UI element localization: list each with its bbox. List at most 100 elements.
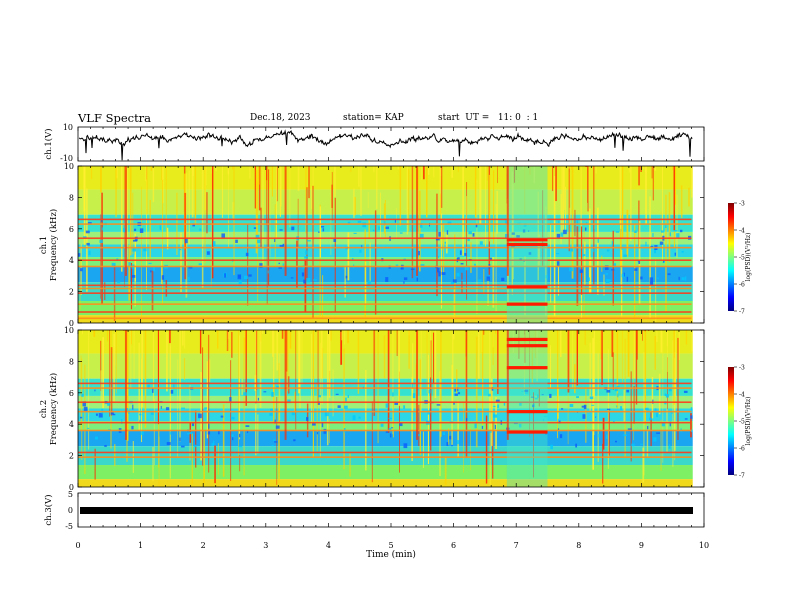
noise-streak: [465, 217, 467, 237]
persistent-line: [78, 421, 692, 424]
noise-speckle: [85, 230, 90, 234]
noise-streak: [597, 207, 599, 295]
noise-speckle: [211, 443, 214, 446]
noise-streak: [373, 166, 375, 173]
noise-streak: [272, 330, 274, 357]
noise-streak: [453, 330, 455, 340]
colorbar-tick-label: -5: [739, 255, 745, 262]
persistent-line: [78, 456, 692, 458]
noise-streak: [208, 334, 210, 473]
noise-streak: [660, 419, 662, 471]
noise-streak: [392, 330, 394, 435]
noise-streak: [691, 330, 693, 352]
noise-streak: [430, 330, 431, 378]
noise-streak: [266, 220, 268, 305]
noise-streak: [367, 192, 369, 209]
noise-speckle: [150, 270, 152, 273]
noise-speckle: [649, 281, 654, 286]
noise-streak: [611, 330, 614, 357]
noise-speckle: [253, 227, 257, 229]
noise-streak: [655, 259, 657, 323]
noise-streak: [608, 410, 610, 456]
noise-speckle: [521, 390, 524, 392]
noise-speckle: [273, 439, 276, 441]
persistent-line: [78, 246, 692, 249]
noise-streak: [141, 358, 143, 443]
header-start: start UT = 11: 0 : 1: [438, 113, 539, 123]
noise-speckle: [279, 229, 283, 231]
noise-streak: [201, 166, 204, 288]
noise-speckle: [556, 261, 560, 267]
noise-speckle: [523, 223, 527, 227]
noise-speckle: [559, 434, 563, 439]
noise-speckle: [204, 407, 208, 409]
noise-speckle: [170, 390, 174, 394]
noise-speckle: [589, 396, 594, 400]
noise-streak: [141, 330, 143, 408]
noise-streak: [297, 198, 299, 248]
noise-streak: [152, 330, 155, 402]
spectrogram-band: [78, 189, 704, 215]
noise-speckle: [620, 406, 622, 411]
noise-speckle: [534, 397, 538, 400]
noise-speckle: [94, 436, 99, 440]
noise-speckle: [232, 437, 234, 441]
noise-streak: [436, 193, 438, 297]
noise-speckle: [312, 423, 316, 426]
noise-speckle: [192, 223, 196, 227]
noise-speckle: [451, 444, 453, 447]
noise-speckle: [598, 434, 600, 438]
noise-streak: [340, 330, 343, 365]
noise-streak: [587, 166, 589, 212]
noise-streak: [523, 334, 525, 395]
ch1-ytick-top: 10: [63, 123, 73, 132]
noise-streak: [123, 330, 125, 331]
noise-speckle: [271, 444, 274, 447]
noise-streak: [612, 230, 615, 306]
noise-streak: [569, 207, 571, 224]
persistent-line: [78, 218, 692, 221]
noise-streak: [353, 188, 355, 218]
noise-speckle: [519, 258, 522, 261]
noise-speckle: [428, 389, 431, 394]
noise-streak: [222, 404, 225, 477]
noise-speckle: [126, 408, 128, 413]
noise-streak: [497, 330, 499, 394]
noise-speckle: [179, 437, 181, 442]
noise-streak: [364, 229, 366, 319]
noise-speckle: [293, 439, 296, 442]
noise-streak: [357, 330, 360, 394]
noise-streak: [287, 376, 290, 394]
noise-streak: [474, 166, 477, 218]
noise-streak: [392, 402, 394, 438]
noise-streak: [279, 353, 281, 421]
noise-speckle: [403, 258, 406, 261]
noise-streak: [465, 330, 468, 458]
noise-streak: [426, 166, 428, 218]
noise-streak: [320, 330, 322, 379]
noise-speckle: [626, 389, 630, 393]
noise-speckle: [678, 276, 680, 281]
noise-streak: [649, 196, 651, 319]
noise-speckle: [446, 230, 449, 235]
noise-streak: [127, 166, 128, 257]
noise-streak: [195, 410, 197, 468]
noise-speckle: [87, 427, 90, 429]
burst-line: [506, 330, 509, 440]
noise-streak: [408, 169, 410, 232]
noise-streak: [589, 342, 591, 411]
noise-streak: [690, 413, 692, 438]
noise-streak: [114, 330, 116, 366]
noise-speckle: [224, 273, 227, 278]
noise-streak: [677, 337, 679, 440]
noise-speckle: [263, 391, 267, 393]
noise-streak: [280, 166, 282, 207]
noise-streak: [258, 166, 261, 211]
noise-streak: [635, 330, 638, 405]
noise-streak: [368, 219, 370, 239]
noise-speckle: [165, 407, 170, 411]
noise-speckle: [542, 418, 545, 422]
burst-line: [506, 166, 509, 276]
noise-streak: [374, 210, 377, 315]
noise-speckle: [411, 383, 414, 389]
